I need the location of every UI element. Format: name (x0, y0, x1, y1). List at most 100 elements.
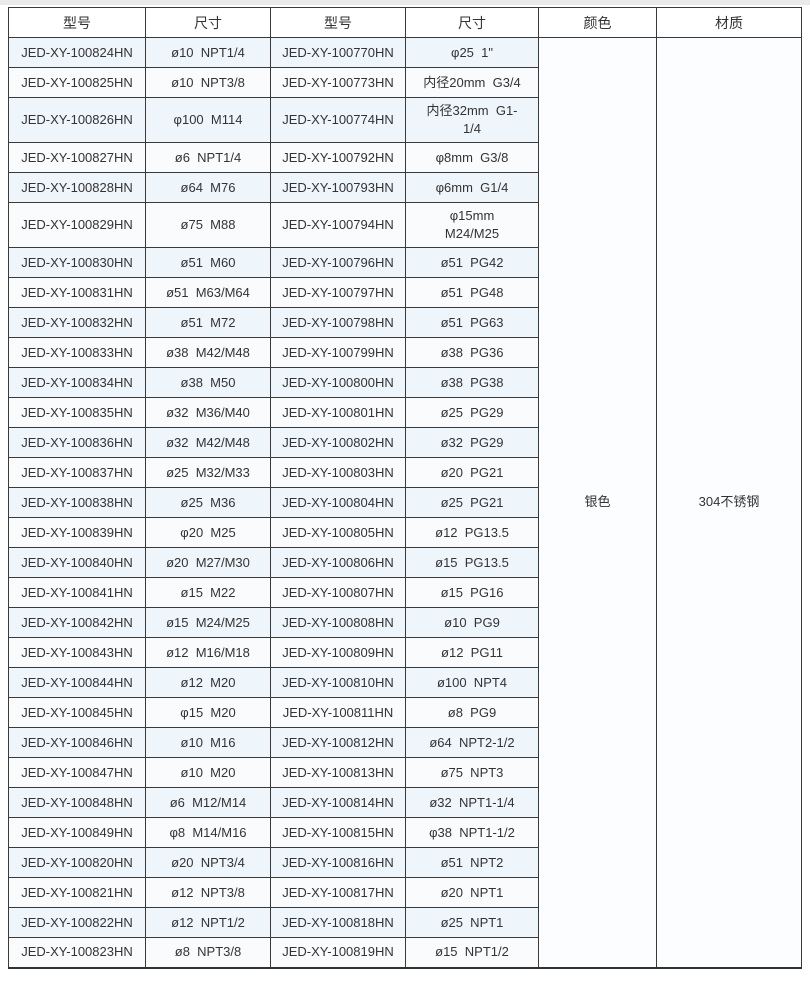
table-row: JED-XY-100848HN ø6 M12/M14 JED-XY-100814HN… (8, 787, 802, 818)
model-cell-right: JED-XY-100815HN (270, 817, 406, 848)
model-cell-left: JED-XY-100849HN (8, 817, 146, 848)
model-cell-left: JED-XY-100821HN (8, 877, 146, 908)
model-cell-left: JED-XY-100832HN (8, 307, 146, 338)
table-row: JED-XY-100825HN ø10 NPT3/8 JED-XY-100773HN… (8, 67, 802, 98)
size-cell-left: ø38 M50 (145, 367, 271, 398)
model-cell-left: JED-XY-100834HN (8, 367, 146, 398)
model-cell-left: JED-XY-100829HN (8, 202, 146, 248)
size-cell-left: ø75 M88 (145, 202, 271, 248)
size-cell-right: ø100 NPT4 (405, 667, 539, 698)
model-cell-right: JED-XY-100814HN (270, 787, 406, 818)
table-row: JED-XY-100821HN ø12 NPT3/8 JED-XY-100817HN… (8, 877, 802, 908)
size-cell-left: ø51 M60 (145, 247, 271, 278)
model-cell-right: JED-XY-100810HN (270, 667, 406, 698)
table-row: JED-XY-100843HN ø12 M16/M18 JED-XY-100809H… (8, 637, 802, 668)
size-cell-right: 内径20mm G3/4 (405, 67, 539, 98)
header-material: 材质 (656, 7, 802, 38)
table-row: JED-XY-100845HN φ15 M20 JED-XY-100811HN ø8 … (8, 697, 802, 728)
size-cell-right: ø38 PG38 (405, 367, 539, 398)
table-row: JED-XY-100826HN φ100 M114 JED-XY-100774HN 内… (8, 97, 802, 143)
model-cell-right: JED-XY-100773HN (270, 67, 406, 98)
model-cell-right: JED-XY-100794HN (270, 202, 406, 248)
model-cell-left: JED-XY-100835HN (8, 397, 146, 428)
size-cell-left: ø32 M36/M40 (145, 397, 271, 428)
size-cell-right: ø20 PG21 (405, 457, 539, 488)
model-cell-left: JED-XY-100841HN (8, 577, 146, 608)
model-cell-right: JED-XY-100770HN (270, 37, 406, 68)
size-cell-left: ø32 M42/M48 (145, 427, 271, 458)
size-cell-right: ø15 PG16 (405, 577, 539, 608)
table-row: JED-XY-100831HN ø51 M63/M64 JED-XY-100797H… (8, 277, 802, 308)
model-cell-right: JED-XY-100804HN (270, 487, 406, 518)
model-cell-left: JED-XY-100838HN (8, 487, 146, 518)
size-cell-right: ø20 NPT1 (405, 877, 539, 908)
model-cell-left: JED-XY-100842HN (8, 607, 146, 638)
size-cell-left: ø10 M16 (145, 727, 271, 758)
model-cell-right: JED-XY-100809HN (270, 637, 406, 668)
model-cell-left: JED-XY-100840HN (8, 547, 146, 578)
size-cell-left: ø10 NPT1/4 (145, 37, 271, 68)
size-cell-left: ø51 M63/M64 (145, 277, 271, 308)
model-cell-left: JED-XY-100830HN (8, 247, 146, 278)
size-cell-left: ø12 M20 (145, 667, 271, 698)
size-cell-left: ø15 M24/M25 (145, 607, 271, 638)
model-cell-right: JED-XY-100819HN (270, 937, 406, 968)
model-cell-right: JED-XY-100806HN (270, 547, 406, 578)
size-cell-left: ø10 NPT3/8 (145, 67, 271, 98)
size-cell-right: 内径32mm G1- 1/4 (405, 97, 539, 143)
model-cell-right: JED-XY-100800HN (270, 367, 406, 398)
model-cell-left: JED-XY-100845HN (8, 697, 146, 728)
model-cell-right: JED-XY-100796HN (270, 247, 406, 278)
product-spec-table: 型号 尺寸 型号 尺寸 颜色 材质 JED-XY-100824HN ø10 NPT… (8, 7, 802, 969)
size-cell-left: φ100 M114 (145, 97, 271, 143)
model-cell-right: JED-XY-100792HN (270, 142, 406, 173)
model-cell-right: JED-XY-100802HN (270, 427, 406, 458)
header-model-right: 型号 (270, 7, 406, 38)
model-cell-left: JED-XY-100831HN (8, 277, 146, 308)
size-cell-left: ø25 M36 (145, 487, 271, 518)
size-cell-right: φ25 1" (405, 37, 539, 68)
model-cell-right: JED-XY-100803HN (270, 457, 406, 488)
model-cell-left: JED-XY-100839HN (8, 517, 146, 548)
model-cell-right: JED-XY-100774HN (270, 97, 406, 143)
table-row: JED-XY-100827HN ø6 NPT1/4 JED-XY-100792HN φ… (8, 142, 802, 173)
model-cell-left: JED-XY-100824HN (8, 37, 146, 68)
size-cell-right: ø15 NPT1/2 (405, 937, 539, 968)
size-cell-left: ø6 M12/M14 (145, 787, 271, 818)
size-cell-left: ø20 M27/M30 (145, 547, 271, 578)
model-cell-right: JED-XY-100808HN (270, 607, 406, 638)
model-cell-right: JED-XY-100799HN (270, 337, 406, 368)
table-row: JED-XY-100847HN ø10 M20 JED-XY-100813HN ø75… (8, 757, 802, 788)
size-cell-right: φ6mm G1/4 (405, 172, 539, 203)
table-row: JED-XY-100838HN ø25 M36 JED-XY-100804HN ø25… (8, 487, 802, 518)
size-cell-left: ø64 M76 (145, 172, 271, 203)
table-row: JED-XY-100820HN ø20 NPT3/4 JED-XY-100816HN… (8, 847, 802, 878)
size-cell-left: ø10 M20 (145, 757, 271, 788)
table-row: JED-XY-100834HN ø38 M50 JED-XY-100800HN ø38… (8, 367, 802, 398)
model-cell-right: JED-XY-100797HN (270, 277, 406, 308)
size-cell-left: ø20 NPT3/4 (145, 847, 271, 878)
table-container: 型号 尺寸 型号 尺寸 颜色 材质 JED-XY-100824HN ø10 NPT… (0, 5, 810, 969)
table-row: JED-XY-100840HN ø20 M27/M30 JED-XY-100806H… (8, 547, 802, 578)
size-cell-left: φ8 M14/M16 (145, 817, 271, 848)
model-cell-left: JED-XY-100836HN (8, 427, 146, 458)
size-cell-left: ø38 M42/M48 (145, 337, 271, 368)
size-cell-left: ø12 NPT1/2 (145, 907, 271, 938)
size-cell-right: ø51 NPT2 (405, 847, 539, 878)
size-cell-right: ø25 NPT1 (405, 907, 539, 938)
size-cell-left: ø25 M32/M33 (145, 457, 271, 488)
model-cell-left: JED-XY-100847HN (8, 757, 146, 788)
model-cell-right: JED-XY-100798HN (270, 307, 406, 338)
size-cell-left: ø8 NPT3/8 (145, 937, 271, 968)
material-merged-cell: 304不锈钢 (656, 37, 802, 968)
header-row: 型号 尺寸 型号 尺寸 颜色 材质 (8, 7, 802, 38)
size-cell-right: φ15mm M24/M25 (405, 202, 539, 248)
size-cell-right: ø51 PG48 (405, 277, 539, 308)
model-cell-left: JED-XY-100843HN (8, 637, 146, 668)
size-cell-right: φ38 NPT1-1/2 (405, 817, 539, 848)
model-cell-right: JED-XY-100818HN (270, 907, 406, 938)
model-cell-left: JED-XY-100822HN (8, 907, 146, 938)
size-cell-right: ø10 PG9 (405, 607, 539, 638)
table-row: JED-XY-100844HN ø12 M20 JED-XY-100810HN ø10… (8, 667, 802, 698)
table-row: JED-XY-100836HN ø32 M42/M48 JED-XY-100802H… (8, 427, 802, 458)
